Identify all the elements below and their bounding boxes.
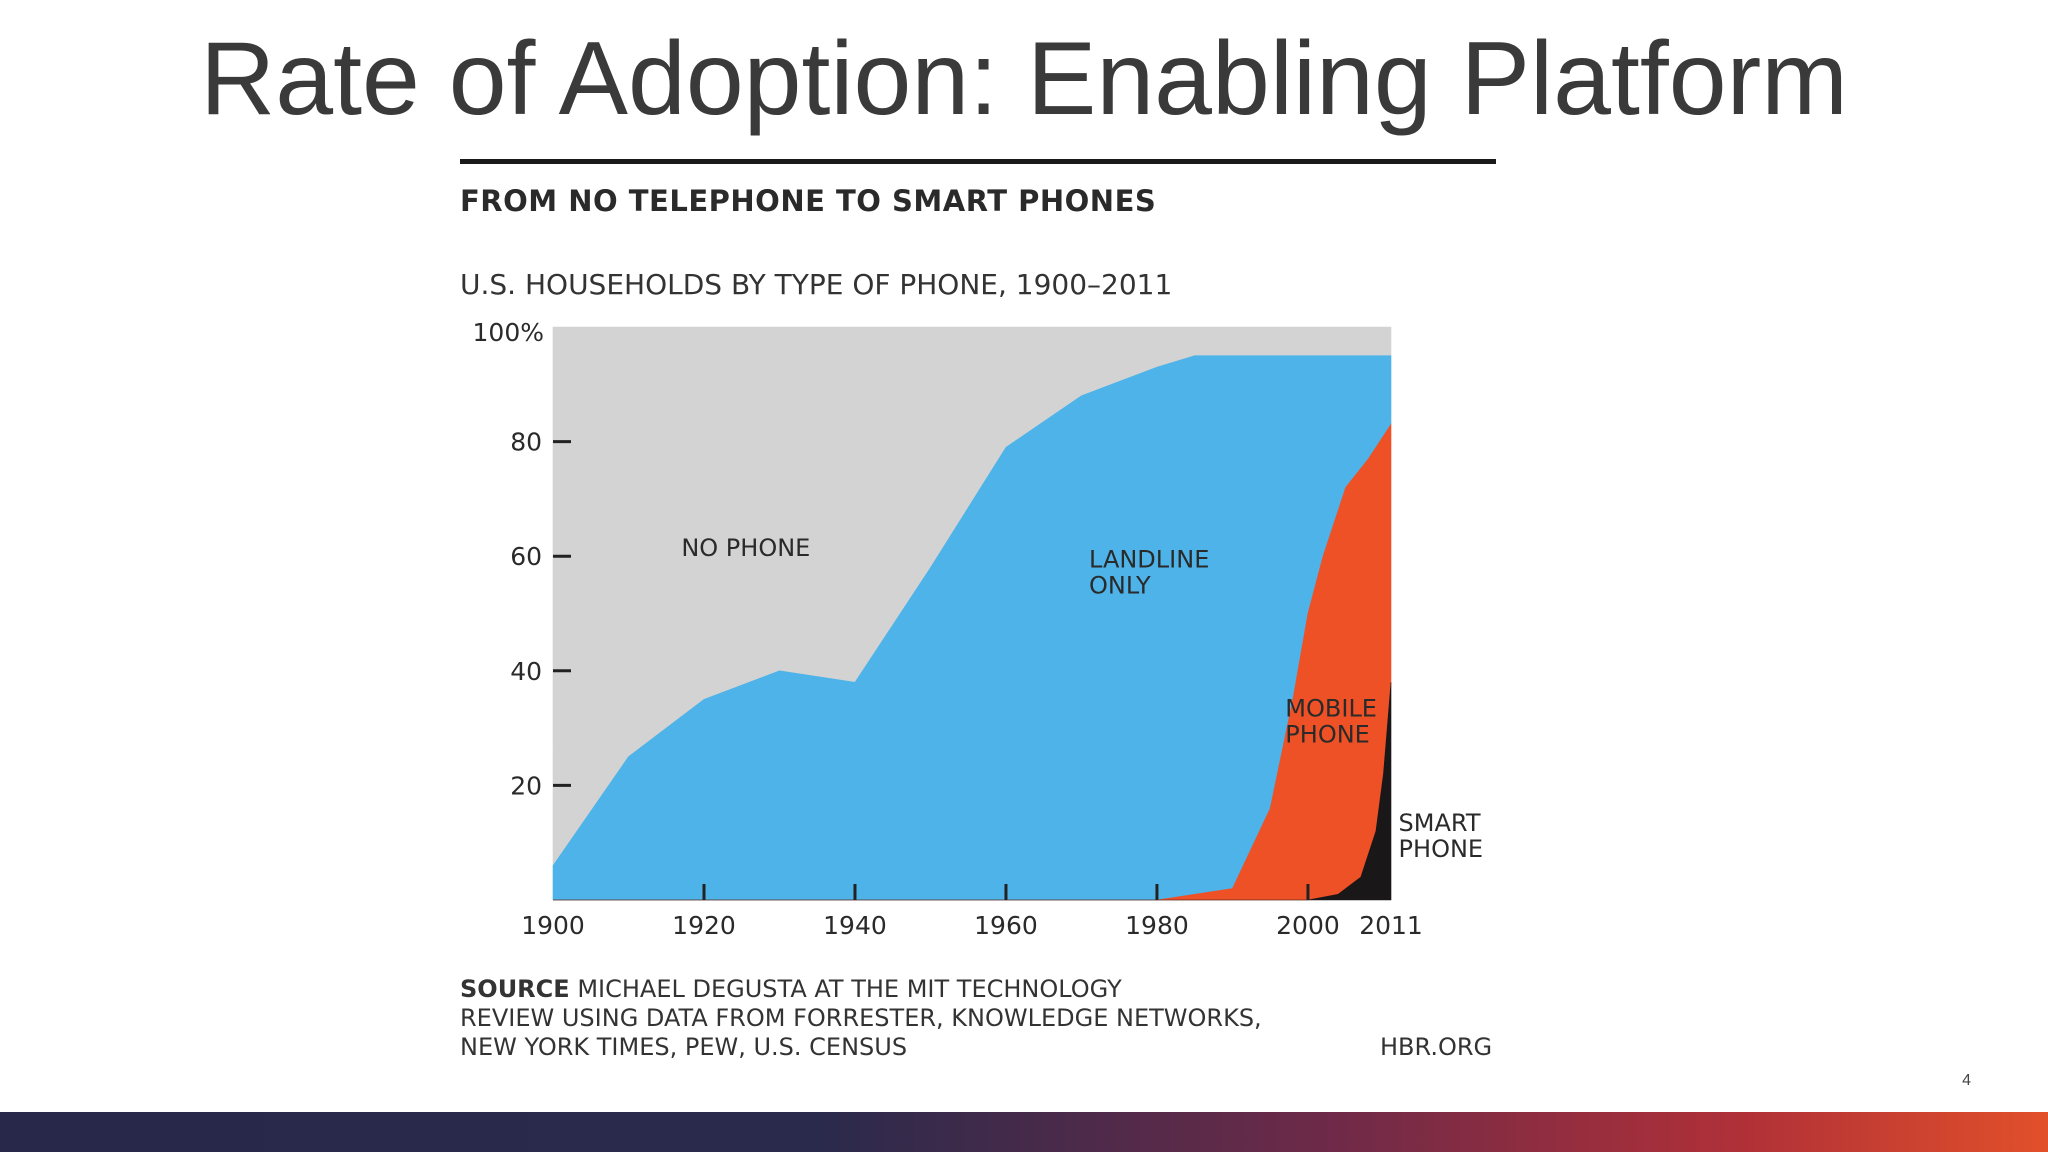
footer-gradient-bar (0, 1112, 2048, 1152)
y-tick-label-20: 20 (510, 771, 542, 800)
source-text-1: MICHAEL DEGUSTA AT THE MIT TECHNOLOGY (577, 975, 1122, 1003)
area-label-line: NO PHONE (681, 534, 810, 562)
area-label-line: MOBILE (1285, 695, 1377, 723)
source-label: SOURCE (460, 975, 570, 1003)
x-tick-label-1900: 1900 (521, 911, 585, 940)
chart-title: FROM NO TELEPHONE TO SMART PHONES (460, 184, 1157, 218)
chart-top-rule (460, 159, 1496, 164)
source-line-1: SOURCE MICHAEL DEGUSTA AT THE MIT TECHNO… (460, 975, 1262, 1004)
x-tick-label-1920: 1920 (672, 911, 736, 940)
area-label-line: PHONE (1399, 835, 1484, 863)
area-label-line: LANDLINE (1089, 546, 1209, 574)
chart-credit: HBR.ORG (1380, 1033, 1493, 1061)
y-tick-label-80: 80 (510, 428, 542, 457)
x-tick-label-1960: 1960 (974, 911, 1038, 940)
y-tick-label-100: 100% (473, 318, 544, 347)
chart-subtitle: U.S. HOUSEHOLDS BY TYPE OF PHONE, 1900–2… (460, 268, 1173, 301)
chart-areas (552, 326, 1392, 901)
source-line-3: NEW YORK TIMES, PEW, U.S. CENSUS (460, 1033, 908, 1061)
area-label-line: SMART (1399, 809, 1481, 837)
x-tick-label-2011: 2011 (1359, 911, 1423, 940)
y-tick-label-60: 60 (510, 542, 542, 571)
y-axis: 100% 80 60 40 20 (473, 318, 571, 800)
area-label-landline-only: LANDLINE ONLY (1089, 546, 1209, 600)
area-label-line: ONLY (1089, 572, 1151, 600)
x-axis: 1900 1920 1940 1960 1980 2000 2011 (521, 884, 1423, 940)
area-label-mobile-phone: MOBILE PHONE (1285, 695, 1377, 749)
x-tick-label-1940: 1940 (823, 911, 887, 940)
area-label-smart-phone: SMART PHONE (1399, 809, 1484, 863)
x-tick-label-2000: 2000 (1276, 911, 1340, 940)
chart-source: SOURCE MICHAEL DEGUSTA AT THE MIT TECHNO… (460, 975, 1262, 1062)
slide-title: Rate of Adoption: Enabling Platform (200, 21, 1848, 137)
x-tick-label-1980: 1980 (1125, 911, 1189, 940)
source-line-2: REVIEW USING DATA FROM FORRESTER, KNOWLE… (460, 1004, 1262, 1032)
area-smart-phone (553, 682, 1392, 901)
area-label-line: PHONE (1285, 721, 1370, 749)
page-number: 4 (1962, 1072, 1971, 1089)
area-label-no-phone: NO PHONE (681, 534, 810, 562)
y-tick-label-40: 40 (510, 657, 542, 686)
